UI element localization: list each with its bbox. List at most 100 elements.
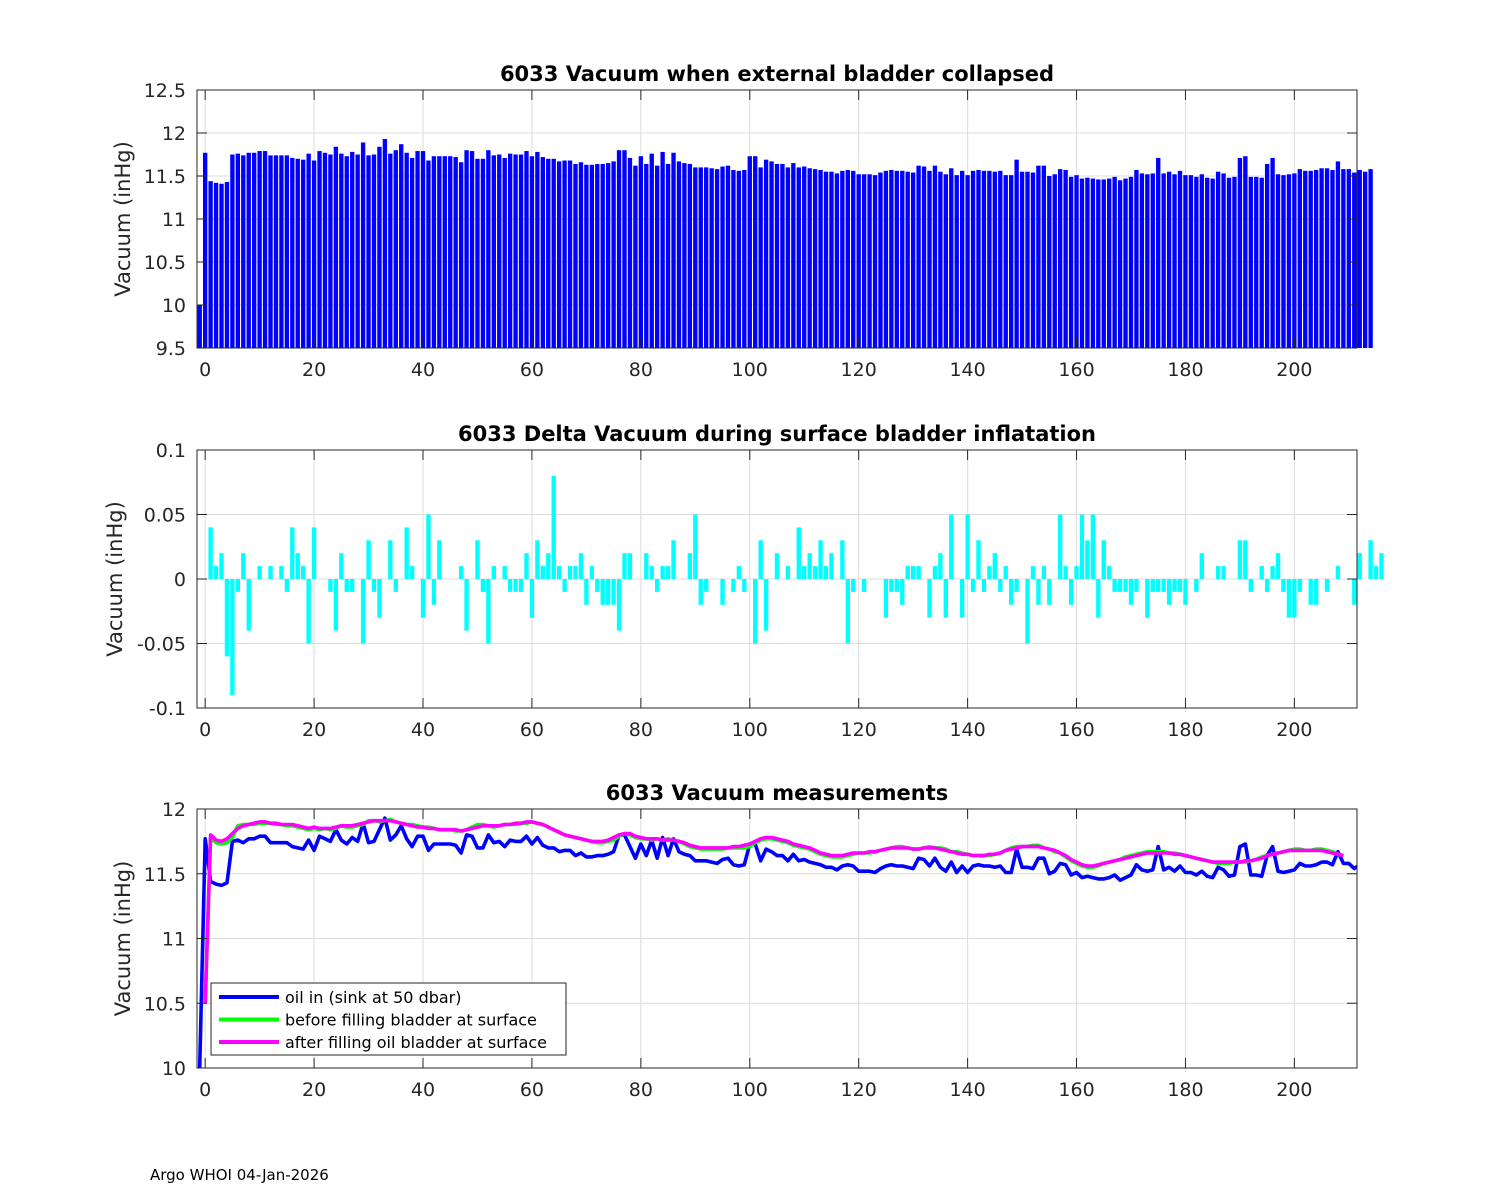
bar — [409, 566, 415, 579]
bar — [213, 182, 219, 348]
bar — [774, 163, 780, 348]
bar — [1324, 579, 1330, 592]
bar — [910, 172, 916, 348]
y-tick-label: 11.5 — [144, 166, 186, 188]
bar — [268, 155, 273, 348]
bar — [970, 170, 976, 348]
y-tick-label: 12 — [162, 123, 186, 145]
bar — [605, 579, 611, 605]
bar — [1237, 157, 1243, 348]
bar — [720, 579, 725, 605]
bar — [981, 579, 987, 592]
legend-label-3: after filling oil bladder at surface — [285, 1033, 547, 1052]
bar — [524, 151, 529, 348]
bar — [851, 170, 856, 348]
bar — [1117, 180, 1123, 348]
x-tick-label: 40 — [411, 359, 435, 381]
bar — [1215, 171, 1221, 348]
bar — [660, 151, 665, 348]
bar — [404, 527, 409, 579]
bar — [230, 154, 235, 348]
bar — [861, 174, 867, 348]
y-tick-label: 12 — [162, 799, 186, 821]
bar — [1281, 579, 1286, 592]
bar — [736, 566, 742, 579]
bar — [840, 170, 845, 348]
bar — [448, 156, 453, 348]
bar — [1019, 171, 1025, 348]
bar — [535, 151, 540, 348]
x-tick-label: 160 — [1058, 359, 1094, 381]
bar — [1025, 171, 1030, 348]
bar — [584, 579, 589, 605]
x-tick-label: 0 — [199, 359, 211, 381]
bar — [301, 159, 306, 348]
bar — [671, 540, 676, 579]
bar — [507, 153, 513, 348]
y-tick-label: -0.05 — [137, 634, 186, 656]
bar — [431, 579, 437, 605]
bar — [1014, 159, 1019, 348]
bar — [840, 540, 845, 579]
bar — [1362, 171, 1368, 348]
bar — [540, 157, 545, 348]
bar — [867, 174, 872, 348]
bar — [780, 163, 785, 348]
bar — [213, 566, 219, 579]
bar — [1297, 169, 1302, 348]
x-tick-label: 180 — [1167, 1079, 1203, 1101]
bar — [834, 173, 840, 348]
bar — [1074, 175, 1079, 348]
bar — [611, 579, 616, 605]
bar — [1177, 579, 1183, 592]
bar — [1052, 174, 1057, 348]
bar — [687, 163, 693, 348]
y-tick-label: -0.1 — [149, 698, 186, 720]
bar — [1041, 165, 1047, 348]
bar — [959, 579, 965, 618]
bar — [1041, 566, 1047, 579]
bar — [976, 540, 981, 579]
bar — [562, 160, 567, 348]
footer-credit: Argo WHOI 04-Jan-2026 — [150, 1166, 329, 1184]
bar — [1368, 169, 1373, 348]
chart-title: 6033 Vacuum measurements — [606, 781, 949, 805]
bar — [1085, 540, 1090, 579]
bar — [883, 170, 889, 348]
y-axis-label: Vacuum (inHg) — [111, 861, 135, 1017]
bar — [616, 579, 622, 631]
bar — [1090, 178, 1096, 348]
y-tick-label: 10 — [162, 1058, 186, 1080]
bar — [905, 171, 910, 348]
bar — [507, 579, 513, 592]
chart-title: 6033 Delta Vacuum during surface bladder… — [458, 422, 1096, 446]
bar — [1221, 566, 1226, 579]
bar — [1264, 579, 1270, 592]
bar — [350, 151, 355, 348]
bar — [655, 165, 660, 348]
bar — [573, 163, 578, 348]
y-tick-label: 10 — [162, 295, 186, 317]
bar — [1215, 566, 1221, 579]
bar — [965, 175, 970, 348]
bar — [546, 158, 551, 348]
bar — [693, 167, 698, 348]
bar — [1134, 579, 1139, 592]
bar — [344, 156, 349, 348]
bar — [823, 171, 829, 348]
y-tick-label: 11 — [162, 209, 186, 231]
bar — [1205, 177, 1210, 348]
bar — [491, 155, 496, 348]
bar — [475, 540, 480, 579]
bar — [257, 151, 262, 348]
bar — [562, 579, 567, 592]
bar — [1194, 579, 1199, 592]
bar — [802, 566, 807, 579]
bar — [949, 514, 954, 579]
bar — [306, 153, 311, 348]
bar — [785, 566, 791, 579]
bar — [742, 579, 747, 592]
ticks — [197, 808, 1357, 1069]
bar — [704, 579, 709, 592]
bar — [655, 579, 660, 592]
